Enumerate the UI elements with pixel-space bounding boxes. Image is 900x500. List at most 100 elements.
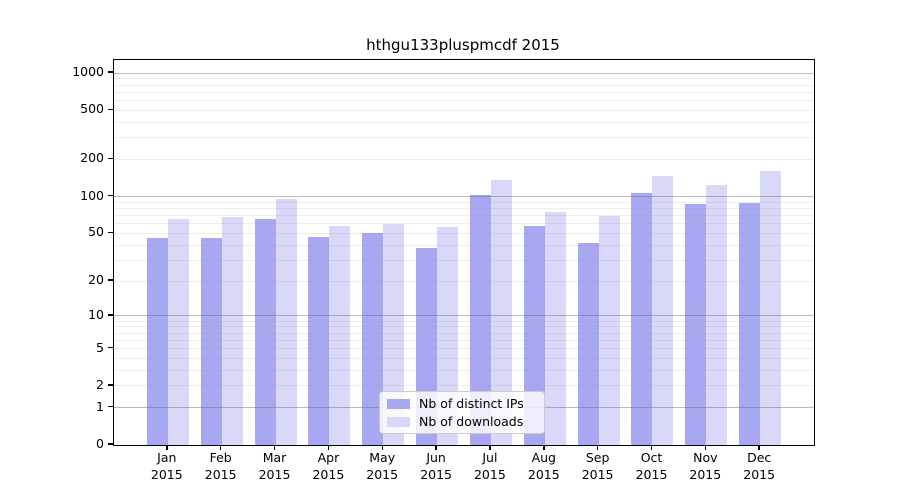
x-tick-year: 2015 bbox=[150, 466, 183, 482]
x-tick-year: 2015 bbox=[743, 466, 776, 482]
y-tick-label: 500 bbox=[80, 101, 104, 117]
legend: Nb of distinct IPs Nb of downloads bbox=[379, 391, 545, 434]
bar-distinct-ips-feb bbox=[200, 237, 222, 445]
gridline-minor bbox=[114, 91, 814, 93]
x-tick-mark bbox=[704, 445, 707, 450]
bar-distinct-ips-jan bbox=[146, 237, 168, 445]
x-tick-month: Jul bbox=[482, 450, 498, 465]
legend-label: Nb of downloads bbox=[419, 414, 524, 429]
gridline-minor bbox=[114, 158, 814, 160]
x-tick-label-nov: Nov 2015 bbox=[673, 450, 737, 483]
bar-downloads-oct bbox=[652, 175, 674, 445]
bar-downloads-apr bbox=[329, 226, 351, 445]
x-tick-month: Apr bbox=[317, 450, 340, 465]
gridline-10 bbox=[114, 315, 814, 317]
gridline-minor bbox=[114, 121, 814, 123]
gridline-minor bbox=[114, 223, 814, 225]
gridline-minor bbox=[114, 280, 814, 282]
x-tick-year: 2015 bbox=[473, 466, 506, 482]
gridline-minor bbox=[114, 259, 814, 261]
gridline-minor bbox=[114, 348, 814, 349]
gridline-minor bbox=[114, 357, 814, 359]
bar-downloads-jun bbox=[437, 227, 459, 445]
bar-distinct-ips-aug bbox=[523, 226, 545, 445]
bar-downloads-jul bbox=[490, 180, 512, 445]
plot-area bbox=[113, 59, 815, 446]
y-tick-mark bbox=[108, 443, 113, 445]
x-tick-month: Feb bbox=[209, 450, 232, 465]
gridline-minor bbox=[114, 84, 814, 86]
y-tick-label: 2 bbox=[96, 376, 104, 392]
legend-swatch-distinct-ips-icon bbox=[387, 398, 410, 409]
legend-item: Nb of downloads bbox=[387, 414, 544, 429]
y-tick-mark bbox=[108, 279, 113, 281]
legend-item: Nb of distinct IPs bbox=[387, 396, 544, 411]
x-tick-mark bbox=[489, 445, 491, 450]
x-tick-month: Dec bbox=[747, 450, 772, 465]
x-tick-label-aug: Aug 2015 bbox=[512, 450, 576, 483]
y-tick-mark bbox=[108, 314, 113, 316]
y-tick-label: 20 bbox=[88, 272, 104, 288]
x-tick-month: May bbox=[369, 450, 396, 465]
gridline-minor bbox=[114, 385, 814, 387]
gridline-minor bbox=[114, 232, 814, 234]
legend-label: Nb of distinct IPs bbox=[419, 396, 524, 411]
y-tick-mark bbox=[108, 108, 113, 110]
x-tick-label-jun: Jun 2015 bbox=[404, 450, 468, 483]
x-tick-mark bbox=[596, 445, 599, 450]
x-tick-label-apr: Apr 2015 bbox=[296, 450, 360, 483]
x-tick-label-dec: Dec 2015 bbox=[727, 450, 791, 483]
y-tick-mark bbox=[108, 405, 113, 408]
y-tick-mark bbox=[108, 157, 113, 160]
y-tick-label: 1 bbox=[96, 398, 104, 414]
x-tick-mark bbox=[219, 445, 222, 450]
x-tick-year: 2015 bbox=[420, 466, 452, 482]
chart-title: hthgu133pluspmcdf 2015 bbox=[366, 36, 560, 54]
bar-distinct-ips-sep bbox=[577, 242, 599, 445]
x-tick-mark bbox=[650, 445, 653, 450]
y-tick-label: 200 bbox=[80, 150, 104, 166]
y-tick-label: 100 bbox=[80, 187, 104, 203]
bar-downloads-sep bbox=[598, 216, 620, 445]
gridline-minor bbox=[114, 326, 814, 328]
x-tick-label-jul: Jul 2015 bbox=[458, 450, 522, 483]
x-tick-year: 2015 bbox=[258, 466, 291, 482]
gridline-minor bbox=[114, 137, 814, 139]
x-tick-mark bbox=[327, 445, 330, 450]
x-tick-mark bbox=[758, 445, 760, 450]
bar-distinct-ips-oct bbox=[631, 192, 653, 445]
x-tick-year: 2015 bbox=[635, 466, 668, 482]
bar-distinct-ips-mar bbox=[254, 219, 276, 445]
x-tick-label-feb: Feb 2015 bbox=[189, 450, 253, 483]
x-tick-year: 2015 bbox=[312, 466, 345, 482]
x-tick-mark bbox=[543, 445, 545, 450]
bar-distinct-ips-dec bbox=[739, 202, 761, 445]
gridline-minor bbox=[114, 320, 814, 322]
gridline-minor bbox=[114, 339, 814, 341]
x-tick-month: Jan bbox=[157, 450, 177, 465]
x-tick-label-jan: Jan 2015 bbox=[135, 450, 199, 483]
x-tick-month: Mar bbox=[262, 450, 287, 465]
gridline-minor bbox=[114, 332, 814, 334]
bar-downloads-dec bbox=[760, 171, 782, 445]
y-tick-label: 10 bbox=[88, 306, 104, 322]
x-tick-mark bbox=[381, 445, 383, 450]
y-tick-mark bbox=[108, 384, 113, 386]
x-tick-year: 2015 bbox=[581, 466, 614, 482]
x-tick-label-may: May 2015 bbox=[350, 450, 414, 483]
y-tick-mark bbox=[108, 194, 113, 197]
gridline-minor bbox=[114, 369, 814, 371]
bar-distinct-ips-may bbox=[362, 233, 384, 445]
x-tick-mark bbox=[435, 445, 437, 450]
gridline-minor bbox=[114, 207, 814, 209]
x-tick-label-sep: Sep 2015 bbox=[566, 450, 630, 483]
bar-downloads-jan bbox=[167, 219, 189, 445]
y-tick-label: 5 bbox=[96, 339, 104, 355]
gridline-minor bbox=[114, 215, 814, 216]
legend-swatch-downloads-icon bbox=[387, 416, 410, 427]
x-tick-mark bbox=[273, 445, 276, 450]
bar-distinct-ips-jul bbox=[469, 195, 491, 445]
x-tick-year: 2015 bbox=[366, 466, 399, 482]
x-tick-year: 2015 bbox=[204, 466, 237, 482]
